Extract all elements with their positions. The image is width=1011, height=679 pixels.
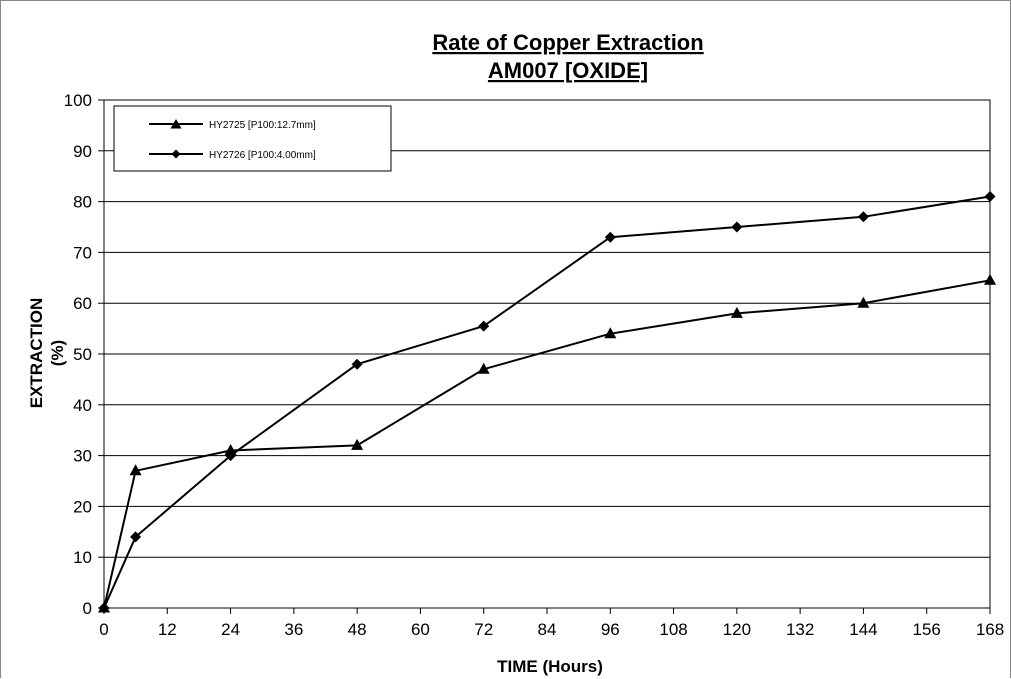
y-tick-label: 0 xyxy=(83,599,92,618)
y-tick-label: 100 xyxy=(64,91,92,110)
x-axis-title: TIME (Hours) xyxy=(497,657,603,676)
data-point-diamond xyxy=(478,320,490,332)
y-tick-label: 50 xyxy=(73,345,92,364)
y-tick-label: 40 xyxy=(73,396,92,415)
data-point-diamond xyxy=(857,211,869,223)
x-tick-label: 132 xyxy=(786,620,814,639)
data-point-diamond xyxy=(604,231,616,243)
x-tick-label: 12 xyxy=(158,620,177,639)
x-tick-label: 36 xyxy=(284,620,303,639)
x-tick-label: 108 xyxy=(659,620,687,639)
x-tick-label: 0 xyxy=(99,620,108,639)
x-tick-label: 72 xyxy=(474,620,493,639)
x-tick-label: 156 xyxy=(913,620,941,639)
data-point-triangle xyxy=(604,327,617,339)
data-point-triangle xyxy=(857,296,870,308)
y-tick-label: 80 xyxy=(73,193,92,212)
y-tick-label: 10 xyxy=(73,548,92,567)
x-tick-label: 168 xyxy=(976,620,1004,639)
x-axis-ticks: 0 12 24 36 48 60 72 84 96 108 120 132 144 156 168 xyxy=(99,608,1004,639)
y-axis-title: EXTRACTION xyxy=(27,298,46,409)
y-tick-label: 60 xyxy=(73,294,92,313)
legend-marker-triangle-icon xyxy=(170,119,182,129)
x-tick-label: 60 xyxy=(411,620,430,639)
y-tick-label: 30 xyxy=(73,447,92,466)
data-point-diamond xyxy=(225,450,237,462)
legend-label-hy2726: HY2726 [P100:4.00mm] xyxy=(209,150,316,161)
legend-label-hy2725: HY2725 [P100:12.7mm] xyxy=(209,120,316,131)
x-tick-label: 120 xyxy=(723,620,751,639)
chart-title: Rate of Copper Extraction xyxy=(432,30,703,55)
series-lines xyxy=(98,191,996,614)
legend-marker-diamond-icon xyxy=(171,149,181,159)
data-point-diamond xyxy=(98,602,110,614)
data-point-diamond xyxy=(731,221,743,233)
data-point-triangle xyxy=(129,464,142,476)
y-axis-unit: (%) xyxy=(48,340,67,366)
chart-subtitle: AM007 [OXIDE] xyxy=(488,58,648,83)
x-tick-label: 24 xyxy=(221,620,240,639)
x-tick-label: 84 xyxy=(538,620,557,639)
data-point-triangle xyxy=(984,273,996,285)
x-tick-label: 96 xyxy=(601,620,620,639)
data-point-diamond xyxy=(984,191,996,202)
y-tick-label: 20 xyxy=(73,497,92,516)
data-point-diamond xyxy=(130,531,142,543)
data-point-triangle xyxy=(477,362,490,374)
data-point-diamond xyxy=(351,358,363,370)
y-tick-label: 70 xyxy=(73,243,92,262)
y-axis-ticks: 0 10 20 30 40 50 60 70 80 90 100 xyxy=(64,91,104,618)
legend: HY2725 [P100:12.7mm] HY2726 [P100:4.00mm… xyxy=(113,105,392,172)
data-point-triangle xyxy=(730,306,743,318)
data-point-triangle xyxy=(351,438,364,450)
x-tick-label: 48 xyxy=(348,620,367,639)
legend-box xyxy=(113,105,392,172)
x-tick-label: 144 xyxy=(849,620,877,639)
y-tick-label: 90 xyxy=(73,142,92,161)
